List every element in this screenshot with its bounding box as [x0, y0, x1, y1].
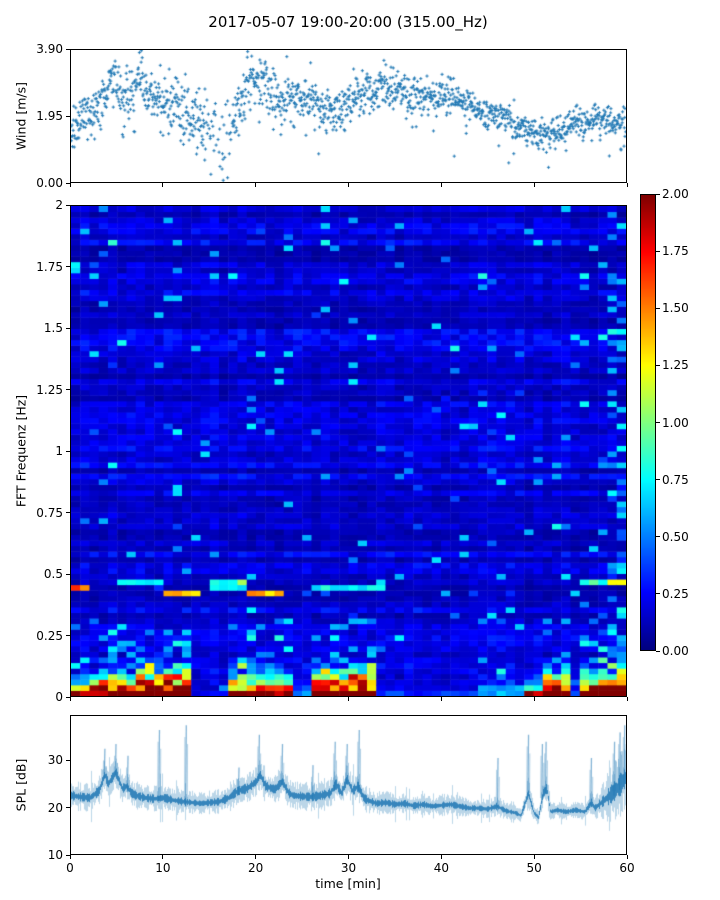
wind-panel: [70, 49, 627, 183]
spec-y-tick: [66, 450, 70, 452]
colorbar-tick: [656, 536, 660, 538]
wind-x-tick: [533, 183, 535, 187]
spec-x-tick: [533, 697, 535, 701]
spec-x-tick: [626, 697, 628, 701]
spl-x-tick-label: 10: [155, 861, 171, 875]
spl-y-tick-label: 30: [47, 753, 63, 768]
colorbar-tick-label: 1.75: [662, 244, 689, 259]
spec-y-tick-label: 1.5: [43, 321, 63, 335]
spl-x-tick: [162, 855, 164, 859]
spec-y-tick: [66, 266, 70, 267]
colorbar-tick-label: 0.75: [662, 472, 689, 487]
spectrogram-y-axis-label: FFT Frequenz [Hz]: [13, 394, 29, 508]
colorbar-tick-label: 2.00: [662, 187, 689, 201]
spl-line-canvas: [71, 716, 626, 854]
colorbar-tick: [656, 593, 660, 595]
wind-y-tick-label: 1.95: [36, 109, 63, 123]
spec-y-tick: [66, 204, 70, 206]
spl-x-tick: [255, 855, 257, 859]
spl-y-tick-label: 20: [47, 800, 63, 815]
spl-panel: [70, 715, 627, 855]
colorbar-tick: [656, 364, 660, 366]
spec-x-tick: [440, 697, 442, 701]
spl-x-tick-label: 20: [248, 861, 264, 875]
spec-y-tick-label: 2: [55, 198, 63, 212]
colorbar-tick-label: 0.25: [662, 586, 689, 601]
spec-y-tick-label: 0.5: [43, 567, 63, 581]
wind-y-tick-label: 3.90: [36, 42, 63, 56]
spec-y-tick-label: 1.75: [36, 259, 63, 274]
wind-x-tick: [626, 183, 628, 187]
wind-y-tick: [66, 48, 70, 50]
spec-x-tick: [162, 697, 164, 701]
spl-x-tick: [348, 855, 349, 859]
spec-x-tick: [69, 697, 71, 701]
spec-y-tick: [66, 327, 70, 329]
spec-y-tick: [66, 696, 70, 698]
spl-y-tick: [66, 854, 70, 856]
colorbar: [640, 194, 656, 651]
spec-y-tick: [66, 635, 70, 636]
spl-x-tick-label: 30: [340, 861, 357, 875]
spectrogram-panel: [70, 205, 627, 697]
spl-y-tick: [66, 807, 70, 809]
colorbar-tick: [656, 422, 660, 423]
colorbar-tick: [656, 250, 660, 252]
wind-x-tick: [69, 183, 71, 187]
colorbar-tick-label: 0.50: [662, 529, 689, 544]
wind-y-tick-label: 0.00: [36, 176, 63, 190]
spec-x-tick: [348, 697, 349, 701]
colorbar-tick-label: 1.25: [662, 358, 689, 373]
chart-title: 2017-05-07 19:00-20:00 (315.00_Hz): [208, 13, 488, 31]
wind-y-tick: [66, 182, 70, 184]
spec-y-tick-label: 0.25: [36, 628, 63, 643]
spl-x-tick: [533, 855, 535, 859]
colorbar-tick-label: 0.00: [662, 644, 689, 658]
spl-x-tick: [69, 855, 71, 859]
spl-y-tick: [66, 759, 70, 761]
spec-y-tick: [66, 389, 70, 390]
spl-y-tick-label: 10: [47, 848, 63, 862]
spec-y-tick-label: 0: [55, 690, 63, 704]
colorbar-canvas: [641, 195, 655, 650]
colorbar-tick: [656, 650, 660, 652]
spec-y-tick-label: 1: [55, 444, 63, 458]
spec-y-tick: [66, 512, 70, 513]
spl-x-tick-label: 50: [526, 861, 542, 875]
spectrogram-canvas: [71, 206, 626, 696]
spl-x-tick-label: 60: [619, 861, 635, 875]
wind-x-tick: [162, 183, 164, 187]
colorbar-tick-label: 1.50: [662, 301, 689, 316]
colorbar-tick-label: 1.00: [662, 415, 689, 430]
wind-y-tick: [66, 115, 70, 117]
spec-x-tick: [255, 697, 257, 701]
spec-y-tick-label: 0.75: [36, 505, 63, 520]
spec-y-tick-label: 1.25: [36, 382, 63, 397]
x-axis-label: time [min]: [315, 876, 381, 891]
spl-x-tick-label: 40: [433, 861, 449, 875]
wind-y-axis-label: Wind [m/s]: [13, 81, 29, 151]
colorbar-tick: [656, 193, 660, 195]
wind-scatter-canvas: [71, 50, 626, 182]
wind-x-tick: [255, 183, 257, 187]
spl-y-axis-label: SPL [dB]: [13, 758, 29, 812]
spl-x-tick: [440, 855, 442, 859]
spec-y-tick: [66, 573, 70, 575]
wind-x-tick: [348, 183, 349, 187]
colorbar-tick: [656, 307, 660, 309]
spl-x-tick: [626, 855, 628, 859]
spl-x-tick-label: 0: [66, 861, 74, 875]
colorbar-tick: [656, 479, 660, 481]
wind-x-tick: [440, 183, 442, 187]
